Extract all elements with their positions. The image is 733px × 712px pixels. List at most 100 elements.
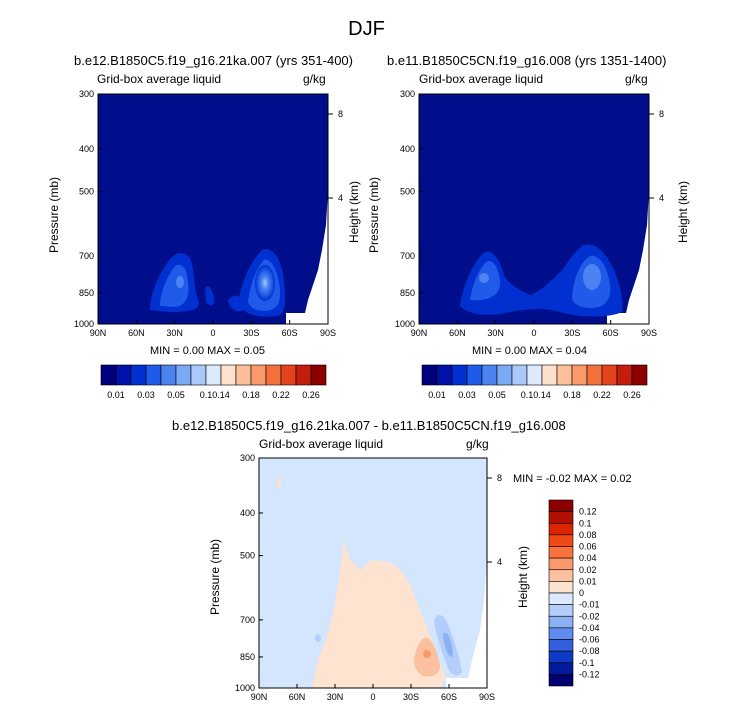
- x-tick-label: 30N: [166, 328, 183, 338]
- colorbar-label: 0.22: [272, 390, 290, 400]
- colorbar-label: -0.02: [579, 611, 600, 621]
- panel1-nodata: [286, 190, 328, 324]
- x-tick-label: 60S: [441, 692, 457, 702]
- x-tick-label: 30S: [564, 328, 580, 338]
- y-tick-label: 500: [240, 551, 255, 561]
- y-tick-label: 700: [400, 251, 415, 261]
- panel2-axis-ticks: 90N 60N 30N 0 30S 60S 90S 300 400 500 700 850 1000 8 4: [395, 89, 664, 338]
- colorbar-label: 0.1: [579, 518, 592, 528]
- y-tick-label: 400: [79, 144, 94, 154]
- y-tick-label: 700: [240, 615, 255, 625]
- panel3-stats: MIN = -0.02 MAX = 0.02: [513, 473, 632, 485]
- panel1-axis-ticks: 90N 60N 30N 0 30S 60S 90S 300 400 500 700 850 1000 8 4: [74, 89, 343, 338]
- colorbar-box: [548, 604, 574, 617]
- panel2-right-label: g/kg: [625, 72, 648, 86]
- colorbar-label: 0.05: [167, 390, 185, 400]
- x-tick-label: 0: [370, 692, 375, 702]
- colorbar-box: [548, 650, 574, 664]
- y2-tick-label: 4: [338, 193, 343, 203]
- panel3-positive-max: [423, 650, 431, 658]
- colorbar-label: 0.14: [212, 390, 230, 400]
- x-tick-label: 30S: [403, 692, 419, 702]
- x-tick-label: 60N: [289, 692, 306, 702]
- colorbar-label: 0.1: [200, 390, 213, 400]
- y-tick-label: 700: [79, 251, 94, 261]
- panel1-nh-cloud-inner: [160, 264, 189, 307]
- colorbar-box: [548, 627, 574, 640]
- colorbar-label: 0.03: [137, 390, 155, 400]
- y-tick-label: 1000: [235, 683, 255, 693]
- colorbar-label: 0.05: [488, 390, 506, 400]
- colorbar-label: -0.04: [579, 623, 600, 633]
- x-tick-label: 90N: [90, 328, 107, 338]
- colorbar-box: [548, 639, 574, 652]
- panel2-left-label: Grid-box average liquid: [419, 72, 544, 86]
- panel2-stats: MIN = 0.00 MAX = 0.04: [472, 345, 587, 357]
- y-tick-label: 850: [79, 288, 94, 298]
- colorbar-box: [548, 511, 574, 524]
- colorbar-box: [548, 581, 574, 594]
- colorbar-label: -0.12: [579, 669, 600, 679]
- y-tick-label: 500: [400, 187, 415, 197]
- y2-tick-label: 4: [659, 193, 664, 203]
- colorbar-box: [548, 522, 574, 536]
- colorbar-box: [548, 557, 574, 571]
- panel3-axis-ticks: 90N 60N 30N 0 30S 60S 90S 300 400 500 700 850 1000 8 4: [235, 453, 502, 702]
- y-tick-label: 300: [240, 453, 255, 463]
- colorbar-label: 0: [579, 588, 584, 598]
- colorbar-label: 0.18: [242, 390, 260, 400]
- y2-tick-label: 4: [497, 557, 502, 567]
- colorbar-label: -0.06: [579, 635, 600, 645]
- panel1-eq-cloud: [205, 286, 215, 306]
- x-tick-label: 60S: [282, 328, 298, 338]
- panel1-field-background: [98, 94, 328, 324]
- y-tick-label: 850: [400, 288, 415, 298]
- colorbar-label: -0.08: [579, 646, 600, 656]
- colorbar-label: 0.04: [579, 553, 597, 563]
- panel1-right-label: g/kg: [303, 72, 326, 86]
- panel2-sh-core: [583, 264, 601, 290]
- colorbar-box: [548, 546, 574, 559]
- x-tick-label: 30N: [487, 328, 504, 338]
- colorbar-box: [548, 674, 574, 687]
- colorbar-box: [548, 615, 574, 629]
- colorbar-box: [548, 534, 574, 547]
- colorbar-label: 0.14: [533, 390, 551, 400]
- colorbar-label: 0.06: [579, 542, 597, 552]
- y-tick-label: 1000: [74, 319, 94, 329]
- y-tick-label: 850: [240, 652, 255, 662]
- x-tick-label: 60N: [449, 328, 466, 338]
- colorbar-box: [631, 364, 648, 386]
- colorbar-box: [548, 662, 574, 675]
- colorbar-label: 0.26: [623, 390, 641, 400]
- panel3-nodata: [446, 560, 487, 688]
- y-tick-label: 300: [79, 89, 94, 99]
- y-tick-label: 500: [79, 187, 94, 197]
- colorbar-label: 0.01: [579, 576, 597, 586]
- panel1-sh-core: [255, 265, 275, 301]
- colorbar-label: 0.26: [302, 390, 320, 400]
- colorbar-label: 0.03: [458, 390, 476, 400]
- y2-tick-label: 8: [338, 109, 343, 119]
- colorbar-label: -0.1: [579, 658, 595, 668]
- colorbar-label: 0.08: [579, 530, 597, 540]
- panel3-speck-high: [277, 478, 281, 488]
- panel3-right-label: g/kg: [466, 437, 489, 451]
- x-tick-label: 60S: [603, 328, 619, 338]
- colorbar-label: 0.01: [428, 390, 446, 400]
- colorbar-label: 0.1: [521, 390, 534, 400]
- figure-title: DJF: [348, 18, 385, 40]
- colorbar-label: -0.01: [579, 600, 600, 610]
- colorbar-box: [548, 499, 574, 512]
- y-tick-label: 300: [400, 89, 415, 99]
- panel3-left-label: Grid-box average liquid: [259, 437, 384, 451]
- x-tick-label: 0: [210, 328, 215, 338]
- colorbar-box: [548, 592, 574, 605]
- panel1-left-label: Grid-box average liquid: [97, 72, 222, 86]
- panel1-title: b.e12.B1850C5.f19_g16.21ka.007 (yrs 351-…: [74, 53, 353, 68]
- colorbar-label: 0.02: [579, 565, 597, 575]
